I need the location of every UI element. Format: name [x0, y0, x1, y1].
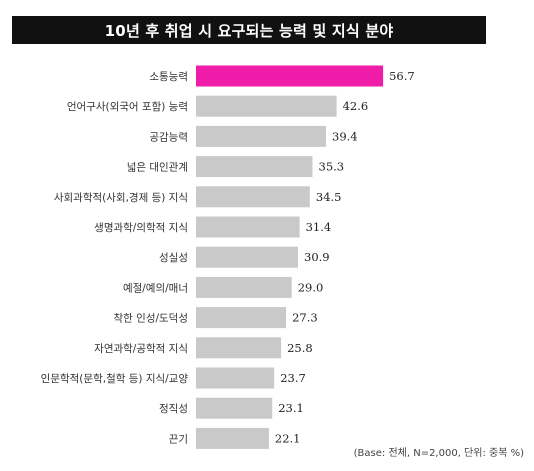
value-label-5: 31.4 — [306, 220, 332, 234]
category-label-1: 언어구사(외국어 포함) 능력 — [67, 101, 188, 113]
bar-9 — [196, 337, 282, 359]
bar-5 — [196, 216, 300, 238]
value-label-4: 34.5 — [316, 190, 342, 204]
category-label-10: 인문학적(문학,철학 등) 지식/교양 — [41, 373, 189, 385]
value-label-6: 30.9 — [304, 250, 330, 264]
value-label-9: 25.8 — [287, 341, 313, 355]
category-label-7: 예절/예의/매너 — [123, 281, 188, 294]
value-label-3: 35.3 — [319, 160, 345, 174]
value-label-0: 56.7 — [389, 69, 415, 83]
value-label-8: 27.3 — [292, 311, 318, 325]
bar-10 — [196, 367, 275, 389]
chart-note: (Base: 전체, N=2,000, 단위: 중복 %) — [353, 448, 524, 459]
category-label-12: 끈기 — [169, 433, 188, 445]
value-label-12: 22.1 — [275, 431, 301, 445]
chart-title: 10년 후 취업 시 요구되는 능력 및 지식 분야 — [12, 16, 486, 44]
category-label-4: 사회과학적(사회,경제 등) 지식 — [54, 191, 188, 204]
value-label-1: 42.6 — [343, 99, 369, 113]
value-labels-group: 56.7 42.6 39.4 35.3 34.5 31.4 30.9 29.0 27.3 25.8… — [275, 69, 415, 445]
category-label-0: 소통능력 — [149, 71, 188, 83]
bar-0 — [196, 65, 384, 87]
value-label-11: 23.1 — [278, 401, 304, 415]
bar-1 — [196, 95, 337, 117]
category-label-11: 정직성 — [159, 403, 188, 415]
bar-3 — [196, 156, 313, 178]
value-label-2: 39.4 — [332, 129, 358, 143]
category-label-9: 자연과학/공학적 지식 — [94, 343, 188, 355]
bars-group — [196, 65, 384, 449]
bar-7 — [196, 276, 292, 298]
value-label-10: 23.7 — [280, 371, 306, 385]
category-label-3: 넓은 대인관계 — [127, 162, 188, 174]
bar-6 — [196, 246, 298, 268]
category-label-6: 성실성 — [159, 252, 188, 264]
bar-11 — [196, 397, 273, 419]
bar-12 — [196, 427, 269, 449]
category-label-8: 착한 인성/도덕성 — [114, 313, 189, 325]
bar-2 — [196, 125, 326, 147]
value-label-7: 29.0 — [298, 280, 324, 294]
bar-8 — [196, 307, 287, 329]
category-label-5: 생명과학/의학적 지식 — [94, 222, 188, 234]
bar-4 — [196, 186, 310, 208]
category-label-2: 공감능력 — [149, 131, 188, 143]
